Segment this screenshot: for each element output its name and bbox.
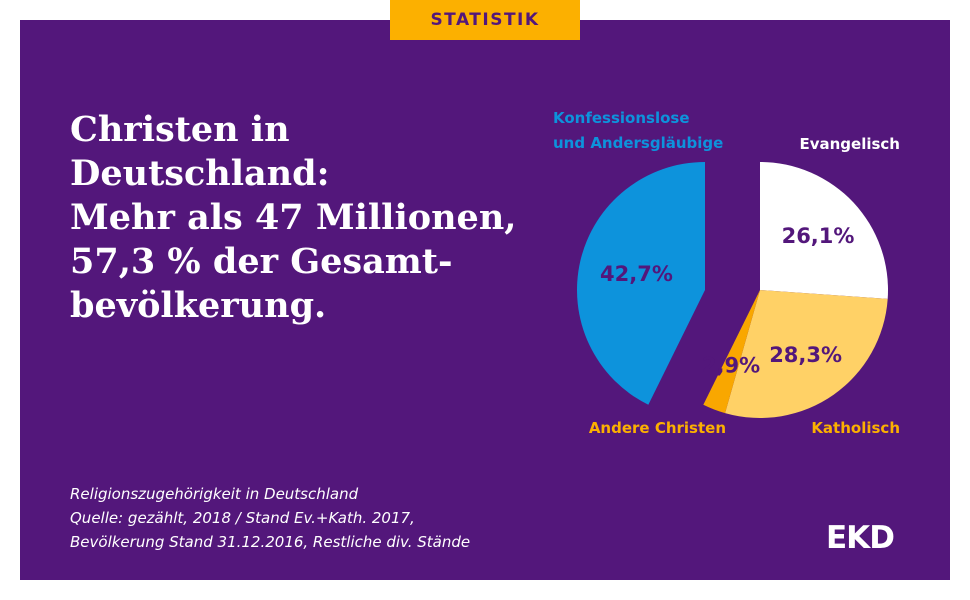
slice-category-label: Evangelisch bbox=[799, 135, 900, 153]
pie-slice bbox=[760, 162, 888, 299]
headline: Christen in Deutschland: Mehr als 47 Mil… bbox=[70, 108, 550, 328]
slice-value-label: 28,3% bbox=[769, 343, 842, 367]
slice-value-label: 42,7% bbox=[600, 262, 673, 286]
source-note-line: Religionszugehörigkeit in Deutschland bbox=[70, 485, 359, 503]
headline-line: bevölkerung. bbox=[70, 285, 327, 326]
slice-value-label: 2,9% bbox=[702, 353, 760, 377]
slice-value-label: 26,1% bbox=[782, 224, 855, 248]
source-note-line: Bevölkerung Stand 31.12.2016, Restliche … bbox=[70, 533, 471, 551]
slice-category-label: Konfessionslose und Andersgläubige bbox=[553, 109, 723, 152]
ekd-logo: EKD bbox=[826, 520, 895, 556]
headline-line: Mehr als 47 Millionen, bbox=[70, 197, 517, 238]
pie-slice bbox=[703, 290, 760, 414]
slice-category-label: Andere Christen bbox=[589, 419, 726, 437]
category-tag: STATISTIK bbox=[390, 0, 580, 40]
headline-line: Christen in bbox=[70, 109, 290, 150]
source-note: Religionszugehörigkeit in Deutschland Qu… bbox=[70, 482, 590, 554]
pie-slice bbox=[725, 290, 888, 419]
slice-category-label: Katholisch bbox=[811, 419, 900, 437]
headline-line: 57,3 % der Gesamt- bbox=[70, 241, 453, 282]
source-note-line: Quelle: gezählt, 2018 / Stand Ev.+Kath. … bbox=[70, 509, 415, 527]
headline-line: Deutschland: bbox=[70, 153, 330, 194]
pie-slice bbox=[577, 162, 705, 405]
